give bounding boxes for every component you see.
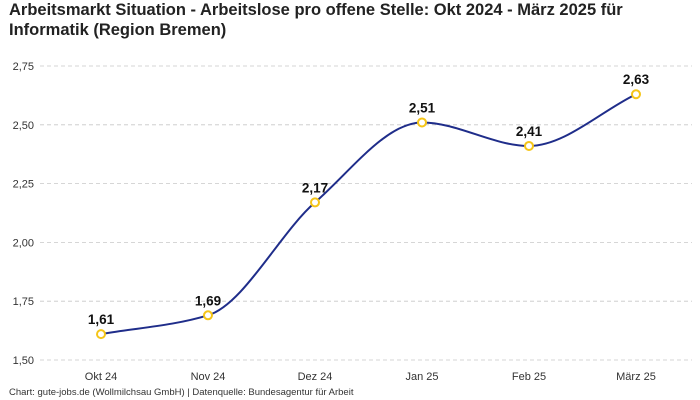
data-point	[631, 89, 641, 100]
data-point	[203, 310, 213, 321]
x-tick-label: Feb 25	[512, 371, 546, 383]
y-tick-label: 2,00	[13, 237, 34, 249]
series-line	[100, 93, 637, 336]
x-tick-label: März 25	[616, 371, 656, 383]
x-axis-ticks: Okt 24 Nov 24 Dez 24 Jan 25 Feb 25 März 25	[85, 371, 656, 383]
data-point	[310, 197, 320, 208]
data-label: 2,51	[409, 100, 436, 115]
gridlines	[40, 65, 692, 361]
data-labels: 1,61 1,69 2,17 2,51 2,41 2,63	[88, 72, 650, 327]
y-tick-label: 2,25	[13, 179, 34, 191]
data-label: 1,61	[88, 312, 115, 327]
x-tick-label: Nov 24	[191, 371, 226, 383]
chart-source-footer: Chart: gute-jobs.de (Wollmilchsau GmbH) …	[9, 387, 354, 398]
y-tick-label: 2,50	[13, 120, 34, 132]
data-point	[96, 329, 106, 340]
data-label: 2,17	[302, 180, 328, 195]
x-tick-label: Okt 24	[85, 371, 117, 383]
data-label: 1,69	[195, 293, 221, 308]
y-tick-label: 1,50	[13, 355, 34, 367]
chart-title: Arbeitsmarkt Situation - Arbeitslose pro…	[9, 1, 623, 39]
x-tick-label: Jan 25	[405, 371, 438, 383]
data-label: 2,63	[623, 72, 650, 87]
data-point	[417, 117, 427, 128]
data-label: 2,41	[516, 124, 543, 139]
y-tick-label: 2,75	[13, 61, 34, 73]
y-tick-label: 1,75	[13, 296, 34, 308]
data-point	[524, 140, 534, 151]
y-axis-ticks: 1,50 1,75 2,00 2,25 2,50 2,75	[13, 61, 34, 367]
x-tick-label: Dez 24	[298, 371, 333, 383]
data-points	[96, 89, 641, 340]
